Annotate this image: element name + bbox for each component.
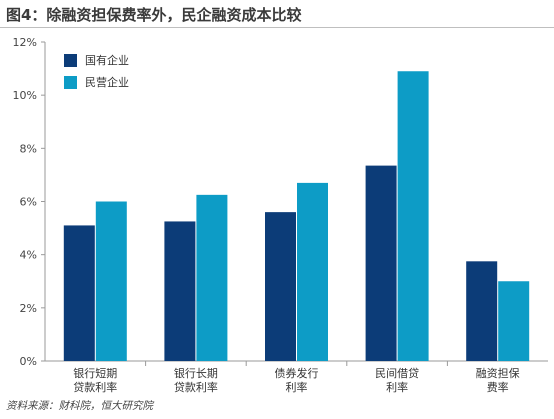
x-category-label: 贷款利率 [174, 380, 218, 394]
bar-private [397, 71, 429, 361]
x-category-label: 银行短期 [73, 366, 117, 380]
bar-soe [265, 212, 296, 361]
legend-swatch-soe [64, 53, 77, 67]
bar-soe [466, 261, 498, 361]
bar-soe [365, 165, 397, 361]
y-tick-label: 8% [20, 142, 37, 155]
bar-soe [63, 225, 95, 361]
x-category-label: 债券发行 [275, 366, 319, 380]
legend-swatch-private [64, 75, 77, 89]
y-tick-label: 6% [20, 196, 37, 209]
source-note: 资料来源：财科院，恒大研究院 [6, 400, 153, 412]
legend-item-soe: 国有企业 [64, 50, 129, 70]
chart-title: 图4：除融资担保费率外，民企融资成本比较 [6, 6, 302, 24]
x-category-label: 利率 [286, 380, 308, 394]
y-tick-label: 10% [13, 89, 37, 102]
x-category-label: 融资担保 [476, 366, 520, 380]
bar-soe [164, 221, 196, 361]
x-category-label: 银行长期 [174, 366, 218, 380]
title-divider [0, 27, 554, 28]
y-tick-label: 2% [20, 302, 37, 315]
bar-private [196, 194, 228, 361]
bar-private [95, 201, 127, 361]
x-category-label: 利率 [386, 380, 408, 394]
bar-private [297, 182, 328, 361]
chart-legend: 国有企业 民营企业 [64, 50, 129, 94]
x-category-label: 费率 [487, 380, 509, 394]
y-tick-label: 12% [13, 36, 37, 49]
legend-label-private: 民营企业 [85, 76, 129, 89]
legend-label-soe: 国有企业 [85, 54, 129, 67]
x-category-label: 民间借贷 [375, 366, 419, 380]
bar-private [498, 281, 530, 361]
x-category-label: 贷款利率 [73, 380, 117, 394]
y-tick-label: 4% [20, 249, 37, 262]
y-tick-label: 0% [20, 355, 37, 368]
legend-item-private: 民营企业 [64, 72, 129, 92]
